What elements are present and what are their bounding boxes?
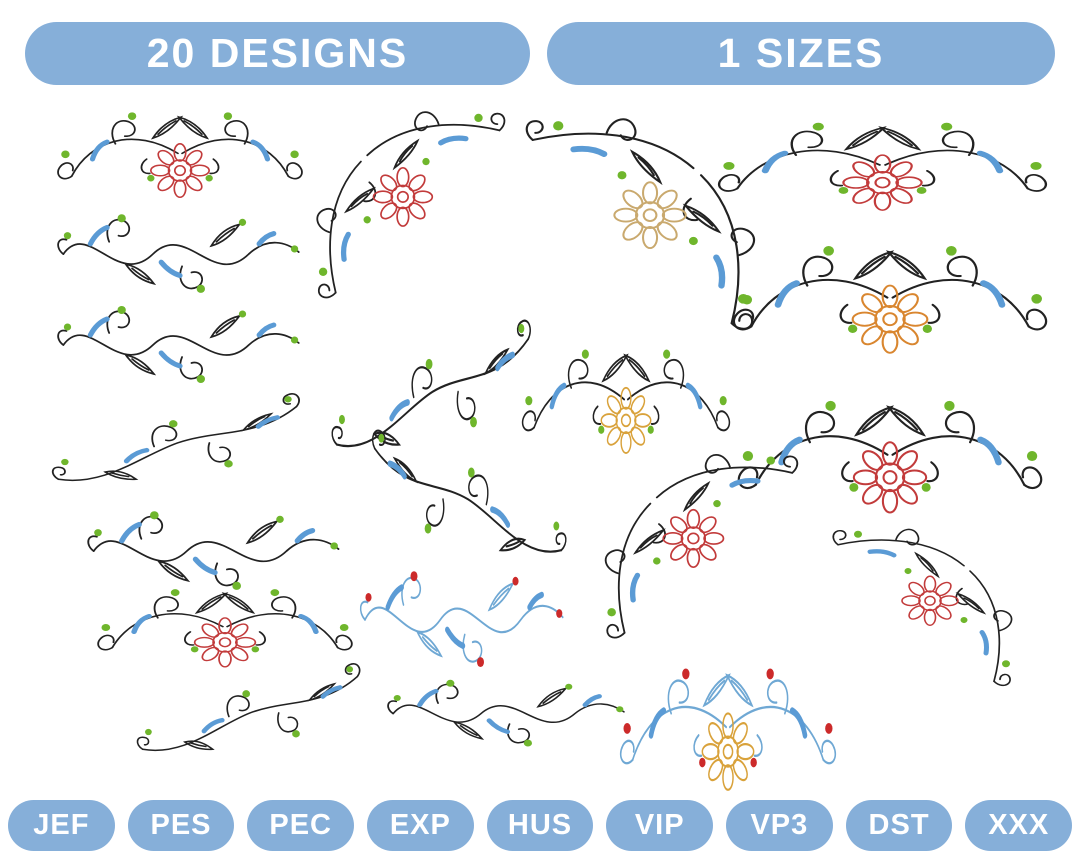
blue-swag-orange-flower: [618, 648, 838, 798]
format-badge-vp3: VP3: [726, 800, 833, 851]
swag-red-flower-1-graphic: [55, 98, 305, 203]
wavy-vine-border-2: [55, 297, 305, 387]
format-badge-pec: PEC: [247, 800, 355, 851]
wavy-vine-border-4: [385, 672, 630, 750]
wavy-vine-border-2-graphic: [55, 297, 305, 387]
sizes-count-badge: 1 SIZES: [547, 22, 1055, 85]
blue-swag-orange-flower-graphic: [618, 648, 838, 798]
format-badges-row: JEF PES PEC EXP HUS VIP VP3 DST XXX: [8, 800, 1073, 851]
swag-red-flower-3-graphic: [95, 576, 355, 672]
format-badge-exp: EXP: [367, 800, 474, 851]
blue-berry-vine: [358, 560, 568, 672]
format-label: XXX: [988, 809, 1050, 841]
format-label: JEF: [33, 809, 90, 841]
format-badge-pes: PES: [127, 800, 235, 851]
format-badge-jef: JEF: [8, 800, 115, 851]
designs-count-label: 20 DESIGNS: [146, 30, 409, 76]
corner-vine-red-flower-2: [588, 438, 803, 643]
format-badge-xxx: XXX: [965, 800, 1073, 851]
leafy-vine-border: [135, 662, 365, 762]
format-label: DST: [868, 809, 930, 841]
format-label: VP3: [750, 809, 809, 841]
swag-red-orange-flowers: [730, 228, 1050, 360]
border-red-flowers: [715, 108, 1050, 216]
sizes-count-label: 1 SIZES: [717, 30, 885, 76]
diagonal-vine-1-graphic: [50, 392, 305, 492]
format-badge-hus: HUS: [486, 800, 594, 851]
wavy-vine-border-1: [55, 205, 305, 297]
format-label: PES: [150, 809, 212, 841]
diagonal-vine-1: [50, 392, 305, 492]
swirl-corner-2: [368, 428, 568, 568]
format-badge-vip: VIP: [606, 800, 714, 851]
swag-red-flower-1: [55, 98, 305, 203]
corner-vine-red-flower-3-graphic: [828, 515, 1028, 690]
format-badge-dst: DST: [845, 800, 953, 851]
blue-berry-vine-graphic: [358, 560, 568, 672]
swirl-corner-2-graphic: [368, 428, 568, 568]
format-label: VIP: [634, 809, 685, 841]
format-label: HUS: [507, 809, 573, 841]
wavy-vine-border-4-graphic: [385, 672, 630, 750]
border-red-flowers-graphic: [715, 108, 1050, 216]
designs-count-badge: 20 DESIGNS: [25, 22, 530, 85]
swag-red-orange-flowers-graphic: [730, 228, 1050, 360]
corner-vine-red-flower-1: [300, 95, 510, 303]
leafy-vine-border-graphic: [135, 662, 365, 762]
corner-vine-red-flower-1-graphic: [300, 95, 510, 303]
format-label: EXP: [389, 809, 451, 841]
corner-vine-red-flower-3: [828, 515, 1028, 690]
swag-red-flower-3: [95, 576, 355, 672]
format-label: PEC: [269, 809, 332, 841]
wavy-vine-border-1-graphic: [55, 205, 305, 297]
corner-vine-red-flower-2-graphic: [588, 438, 803, 643]
